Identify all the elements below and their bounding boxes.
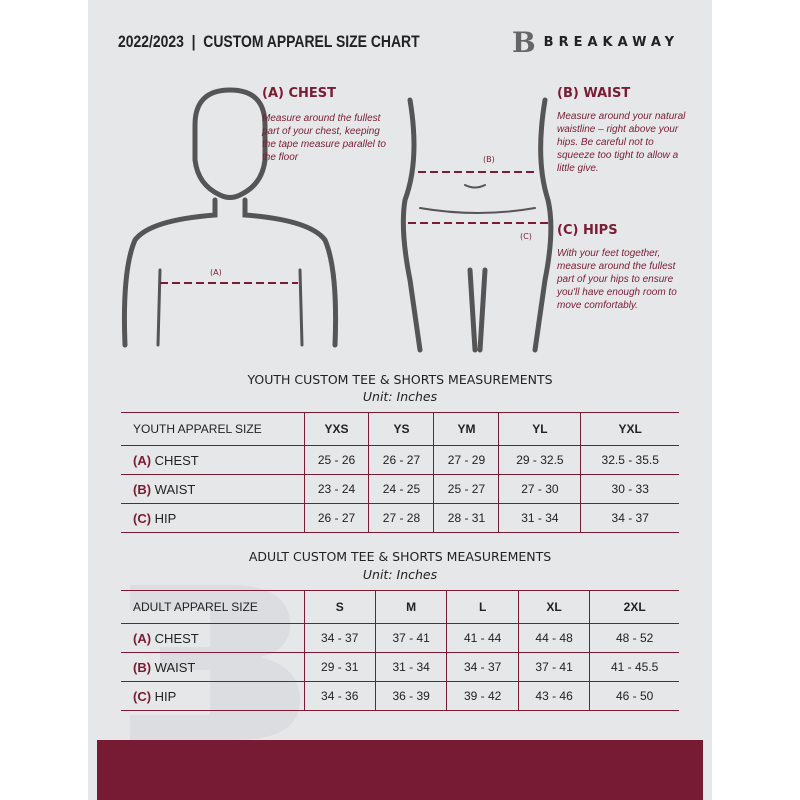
adult-unit: Unit: Inches <box>362 567 438 582</box>
row-name: HIP <box>154 688 177 704</box>
table-cell: 26 - 27 <box>304 503 370 533</box>
waist-heading: (B) WAIST <box>557 86 631 101</box>
hips-heading: (C) HIPS <box>557 223 618 238</box>
row-key: (A) <box>133 630 152 646</box>
footer-bar <box>97 740 703 800</box>
header-cell: L <box>446 590 519 624</box>
row-key: (A) <box>133 452 152 468</box>
row-key: (B) <box>133 659 152 675</box>
table-cell: 30 - 33 <box>580 474 679 504</box>
torso-outline <box>121 197 339 348</box>
table-cell: 25 - 27 <box>433 474 500 504</box>
table-row: (A) CHEST 34 - 37 37 - 41 41 - 44 44 - 48 48 … <box>121 623 679 653</box>
header-cell: ADULT APPAREL SIZE <box>121 590 305 624</box>
table-cell: 37 - 41 <box>375 623 448 653</box>
row-label: (C) HIP <box>121 681 305 711</box>
brand-name: BREAKAWAY <box>543 35 680 50</box>
table-cell: 44 - 48 <box>518 623 591 653</box>
row-label: (C) HIP <box>121 503 305 533</box>
row-label: (B) WAIST <box>121 474 305 504</box>
header-cell: XL <box>518 590 591 624</box>
waist-marker: (B) <box>483 155 495 164</box>
table-cell: 37 - 41 <box>518 652 591 682</box>
table-cell: 32.5 - 35.5 <box>580 445 679 475</box>
row-name: CHEST <box>154 452 199 468</box>
table-cell: 27 - 29 <box>433 445 500 475</box>
table-cell: 36 - 39 <box>375 681 448 711</box>
table-row: (B) WAIST 29 - 31 31 - 34 34 - 37 37 - 41 41 … <box>121 652 679 682</box>
table-cell: 41 - 44 <box>446 623 519 653</box>
table-cell: 34 - 37 <box>446 652 519 682</box>
chest-marker: (A) <box>210 268 222 277</box>
lower-body-outline <box>400 97 554 353</box>
table-header-row: YOUTH APPAREL SIZE YXS YS YM YL YXL <box>121 412 679 446</box>
header-cell: YL <box>498 412 582 446</box>
hips-marker: (C) <box>520 232 532 241</box>
header-cell: YXL <box>580 412 679 446</box>
row-key: (C) <box>133 688 152 704</box>
table-row: (A) CHEST 25 - 26 26 - 27 27 - 29 29 - 32.5 3… <box>121 445 679 475</box>
table-row: (C) HIP 26 - 27 27 - 28 28 - 31 31 - 34 34 - … <box>121 503 679 533</box>
waist-description: Measure around your natural waistline – … <box>557 111 686 174</box>
table-cell: 34 - 37 <box>304 623 376 653</box>
header-cell: S <box>304 590 376 624</box>
hips-description: With your feet together, measure around … <box>557 248 677 311</box>
table-cell: 31 - 34 <box>375 652 448 682</box>
table-header-row: ADULT APPAREL SIZE S M L XL 2XL <box>121 590 679 624</box>
brand-logo: B BREAKAWAY <box>512 26 679 59</box>
youth-size-table: YOUTH APPAREL SIZE YXS YS YM YL YXL (A) CHEST 2… <box>121 412 679 533</box>
table-row: (B) WAIST 23 - 24 24 - 25 25 - 27 27 - 30 30 … <box>121 474 679 504</box>
table-cell: 48 - 52 <box>589 623 679 653</box>
table-cell: 29 - 31 <box>304 652 376 682</box>
table-row: (C) HIP 34 - 36 36 - 39 39 - 42 43 - 46 46 - … <box>121 681 679 711</box>
table-cell: 43 - 46 <box>518 681 591 711</box>
row-key: (C) <box>133 510 152 526</box>
row-name: HIP <box>154 510 177 526</box>
header-cell: YOUTH APPAREL SIZE <box>121 412 305 446</box>
header-cell: YS <box>368 412 435 446</box>
youth-section-title: YOUTH CUSTOM TEE & SHORTS MEASUREMENTS <box>247 372 553 387</box>
chest-description: Measure around the fullest part of your … <box>262 113 386 163</box>
table-cell: 28 - 31 <box>433 503 500 533</box>
row-name: WAIST <box>154 659 196 675</box>
row-name: CHEST <box>154 630 199 646</box>
row-key: (B) <box>133 481 152 497</box>
chest-heading: (A) CHEST <box>262 86 337 101</box>
row-label: (A) CHEST <box>121 445 305 475</box>
table-cell: 27 - 28 <box>368 503 435 533</box>
page-title: 2022/2023 | CUSTOM APPAREL SIZE CHART <box>118 32 420 51</box>
head-outline <box>192 87 268 200</box>
header-cell: YM <box>433 412 500 446</box>
youth-unit: Unit: Inches <box>362 389 438 404</box>
row-label: (A) CHEST <box>121 623 305 653</box>
header-cell: 2XL <box>589 590 679 624</box>
table-cell: 34 - 36 <box>304 681 376 711</box>
adult-size-table: ADULT APPAREL SIZE S M L XL 2XL (A) CHEST 34 - … <box>121 590 679 711</box>
table-cell: 26 - 27 <box>368 445 435 475</box>
table-cell: 39 - 42 <box>446 681 519 711</box>
adult-section-title: ADULT CUSTOM TEE & SHORTS MEASUREMENTS <box>248 549 552 564</box>
table-cell: 34 - 37 <box>580 503 679 533</box>
logo-mark: B <box>512 26 536 59</box>
table-cell: 46 - 50 <box>589 681 679 711</box>
header-cell: M <box>375 590 448 624</box>
row-label: (B) WAIST <box>121 652 305 682</box>
table-cell: 29 - 32.5 <box>498 445 582 475</box>
table-cell: 31 - 34 <box>498 503 582 533</box>
table-cell: 41 - 45.5 <box>589 652 679 682</box>
table-cell: 23 - 24 <box>304 474 370 504</box>
header-cell: YXS <box>304 412 370 446</box>
row-name: WAIST <box>154 481 196 497</box>
body-illustrations <box>121 87 554 353</box>
table-cell: 27 - 30 <box>498 474 582 504</box>
table-cell: 25 - 26 <box>304 445 370 475</box>
table-cell: 24 - 25 <box>368 474 435 504</box>
